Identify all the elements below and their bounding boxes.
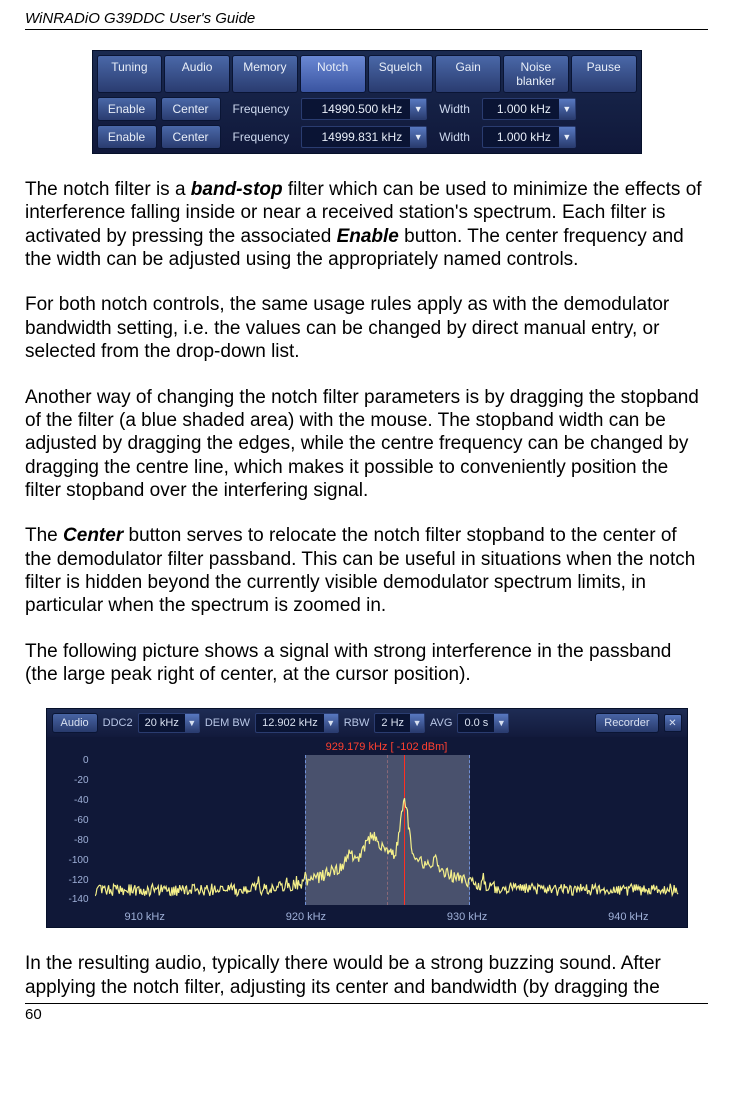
cursor-readout: 929.179 kHz [ -102 dBm] — [326, 741, 448, 753]
chevron-down-icon[interactable]: ▼ — [494, 714, 508, 732]
notch-tab-panel: TuningAudioMemoryNotchSquelchGainNoise b… — [92, 50, 642, 154]
settings-icon[interactable]: ✕ — [664, 714, 682, 732]
paragraph-5: The following picture shows a signal wit… — [25, 640, 708, 687]
page-number: 60 — [25, 1003, 708, 1023]
term-center: Center — [63, 525, 123, 546]
term-enable: Enable — [337, 226, 399, 247]
spectrum-panel: Audio DDC2 20 kHz▼ DEM BW 12.902 kHz▼ RB… — [46, 708, 688, 928]
width-input-0[interactable]: 1.000 kHz▼ — [482, 98, 576, 120]
y-tick: -80 — [53, 835, 89, 846]
x-tick: 910 kHz — [125, 911, 165, 923]
paragraph-2: For both notch controls, the same usage … — [25, 293, 708, 363]
frequency-label: Frequency — [225, 102, 298, 116]
chevron-down-icon[interactable]: ▼ — [559, 99, 575, 119]
chevron-down-icon[interactable]: ▼ — [185, 714, 199, 732]
doc-header: WiNRADiO G39DDC User's Guide — [25, 10, 708, 30]
tab-squelch[interactable]: Squelch — [368, 55, 434, 93]
text: The — [25, 525, 63, 546]
rbw-value: 2 Hz — [375, 715, 410, 731]
ddc2-select[interactable]: 20 kHz▼ — [138, 713, 200, 733]
enable-button-0[interactable]: Enable — [97, 97, 157, 121]
x-tick: 920 kHz — [286, 911, 326, 923]
width-label: Width — [431, 130, 478, 144]
term-band-stop: band-stop — [191, 179, 283, 200]
chevron-down-icon[interactable]: ▼ — [559, 127, 575, 147]
avg-select[interactable]: 0.0 s▼ — [457, 713, 509, 733]
width-label: Width — [431, 102, 478, 116]
paragraph-3: Another way of changing the notch filter… — [25, 386, 708, 503]
frequency-input-0[interactable]: 14990.500 kHz▼ — [301, 98, 427, 120]
x-tick: 940 kHz — [608, 911, 648, 923]
frequency-value: 14990.500 kHz — [302, 99, 410, 119]
y-tick: -40 — [53, 795, 89, 806]
ddc2-value: 20 kHz — [139, 715, 185, 731]
tab-tuning[interactable]: Tuning — [97, 55, 163, 93]
width-value: 1.000 kHz — [483, 99, 559, 119]
y-tick: -140 — [53, 894, 89, 905]
audio-tab[interactable]: Audio — [52, 713, 98, 733]
paragraph-1: The notch filter is a band-stop filter w… — [25, 178, 708, 271]
rbw-label: RBW — [344, 717, 370, 729]
avg-value: 0.0 s — [458, 715, 494, 731]
width-value: 1.000 kHz — [483, 127, 559, 147]
tab-memory[interactable]: Memory — [232, 55, 298, 93]
tab-gain[interactable]: Gain — [435, 55, 501, 93]
center-button-1[interactable]: Center — [161, 125, 221, 149]
dembw-value: 12.902 kHz — [256, 715, 324, 731]
frequency-input-1[interactable]: 14999.831 kHz▼ — [301, 126, 427, 148]
y-tick: -20 — [53, 775, 89, 786]
tab-notch[interactable]: Notch — [300, 55, 366, 93]
dembw-select[interactable]: 12.902 kHz▼ — [255, 713, 339, 733]
frequency-value: 14999.831 kHz — [302, 127, 410, 147]
chevron-down-icon[interactable]: ▼ — [410, 99, 426, 119]
enable-button-1[interactable]: Enable — [97, 125, 157, 149]
text: button serves to relocate the notch filt… — [25, 525, 695, 616]
chevron-down-icon[interactable]: ▼ — [324, 714, 338, 732]
y-tick: -120 — [53, 875, 89, 886]
center-button-0[interactable]: Center — [161, 97, 221, 121]
y-tick: -60 — [53, 815, 89, 826]
rbw-select[interactable]: 2 Hz▼ — [374, 713, 425, 733]
tab-pause[interactable]: Pause — [571, 55, 637, 93]
recorder-tab[interactable]: Recorder — [595, 713, 658, 733]
y-tick: -100 — [53, 855, 89, 866]
frequency-label: Frequency — [225, 130, 298, 144]
chevron-down-icon[interactable]: ▼ — [410, 127, 426, 147]
ddc2-label: DDC2 — [103, 717, 133, 729]
paragraph-4: The Center button serves to relocate the… — [25, 524, 708, 617]
dembw-label: DEM BW — [205, 717, 250, 729]
y-tick: 0 — [53, 755, 89, 766]
tab-audio[interactable]: Audio — [164, 55, 230, 93]
chevron-down-icon[interactable]: ▼ — [410, 714, 424, 732]
width-input-1[interactable]: 1.000 kHz▼ — [482, 126, 576, 148]
tab-noise-blanker[interactable]: Noise blanker — [503, 55, 569, 93]
text: The notch filter is a — [25, 179, 191, 200]
avg-label: AVG — [430, 717, 452, 729]
x-tick: 930 kHz — [447, 911, 487, 923]
paragraph-6: In the resulting audio, typically there … — [25, 952, 708, 999]
